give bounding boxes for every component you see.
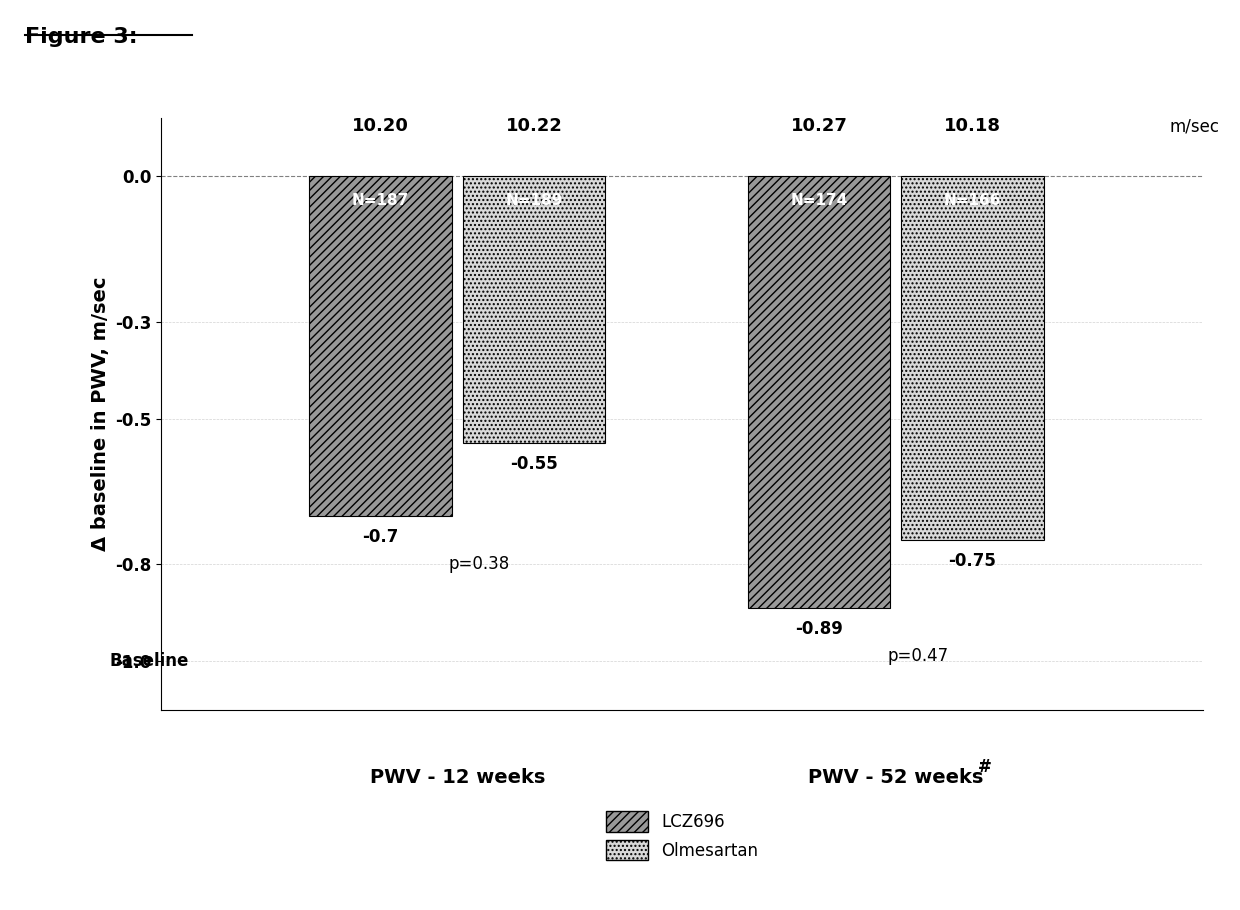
Text: m/sec: m/sec (1169, 117, 1220, 136)
Text: p=0.47: p=0.47 (887, 647, 949, 665)
Text: N=166: N=166 (944, 194, 1002, 208)
Text: -0.89: -0.89 (795, 620, 843, 638)
Bar (309, 177, 451, 516)
Text: 10.27: 10.27 (791, 117, 847, 136)
Y-axis label: Δ baseline in PWV, m/sec: Δ baseline in PWV, m/sec (91, 277, 109, 551)
Text: -0.7: -0.7 (362, 528, 399, 546)
Text: -0.75: -0.75 (949, 552, 997, 571)
Text: N=187: N=187 (352, 194, 409, 208)
Bar (463, 177, 605, 443)
Text: N=174: N=174 (790, 194, 848, 208)
Legend: LCZ696, Olmesartan: LCZ696, Olmesartan (599, 804, 765, 867)
Bar (901, 177, 1044, 541)
Text: Baseline: Baseline (109, 652, 188, 670)
Text: 10.18: 10.18 (944, 117, 1001, 136)
Text: -0.55: -0.55 (510, 455, 558, 473)
Text: PWV - 12 weeks: PWV - 12 weeks (370, 768, 544, 787)
Bar (748, 177, 890, 608)
Text: N=189: N=189 (506, 194, 563, 208)
Text: 10.20: 10.20 (352, 117, 409, 136)
Text: PWV - 52 weeks: PWV - 52 weeks (808, 768, 983, 787)
Text: #: # (978, 758, 992, 776)
Text: Figure 3:: Figure 3: (25, 27, 138, 47)
Text: 10.22: 10.22 (506, 117, 563, 136)
Text: p=0.38: p=0.38 (449, 555, 510, 572)
